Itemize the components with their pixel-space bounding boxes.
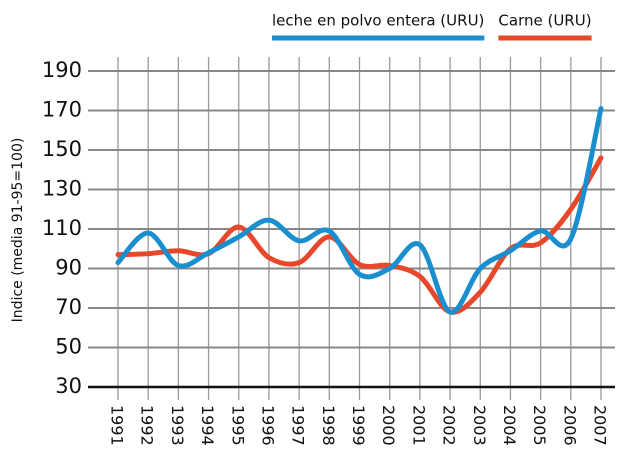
series-line [115, 106, 604, 315]
legend-label: Carne (URU) [498, 12, 591, 30]
x-tick-label: 1994 [198, 405, 217, 446]
y-tick-label: 30 [55, 374, 82, 398]
x-tick-label: 1991 [108, 405, 127, 446]
x-tick-label: 2006 [560, 405, 579, 446]
x-tick-label: 1999 [349, 405, 368, 446]
y-tick-label: 150 [42, 137, 82, 161]
x-tick-label: 2004 [500, 405, 519, 446]
y-tick-label: 190 [42, 58, 82, 82]
x-tick-label: 1995 [228, 405, 247, 446]
y-tick-label: 130 [42, 177, 82, 201]
x-tick-label: 2000 [379, 405, 398, 446]
legend-label: leche en polvo entera (URU) [272, 12, 484, 30]
x-tick-label: 2001 [409, 405, 428, 446]
y-tick-label: 110 [42, 216, 82, 240]
x-tick-label: 2002 [440, 405, 459, 446]
x-tick-label: 2007 [591, 405, 610, 446]
y-tick-label: 170 [42, 98, 82, 122]
x-tick-label: 2005 [530, 405, 549, 446]
y-tick-label: 50 [55, 335, 82, 359]
y-tick-label: 70 [55, 295, 82, 319]
x-tick-label: 1997 [289, 405, 308, 446]
x-tick-label: 1998 [319, 405, 338, 446]
x-tick-label: 1992 [138, 405, 157, 446]
y-axis-label: Indice (media 91-95=100) [10, 138, 26, 323]
y-tick-label: 90 [55, 256, 82, 280]
x-tick-label: 2003 [470, 405, 489, 446]
x-tick-label: 1993 [168, 405, 187, 446]
x-tick-label: 1996 [258, 405, 277, 446]
